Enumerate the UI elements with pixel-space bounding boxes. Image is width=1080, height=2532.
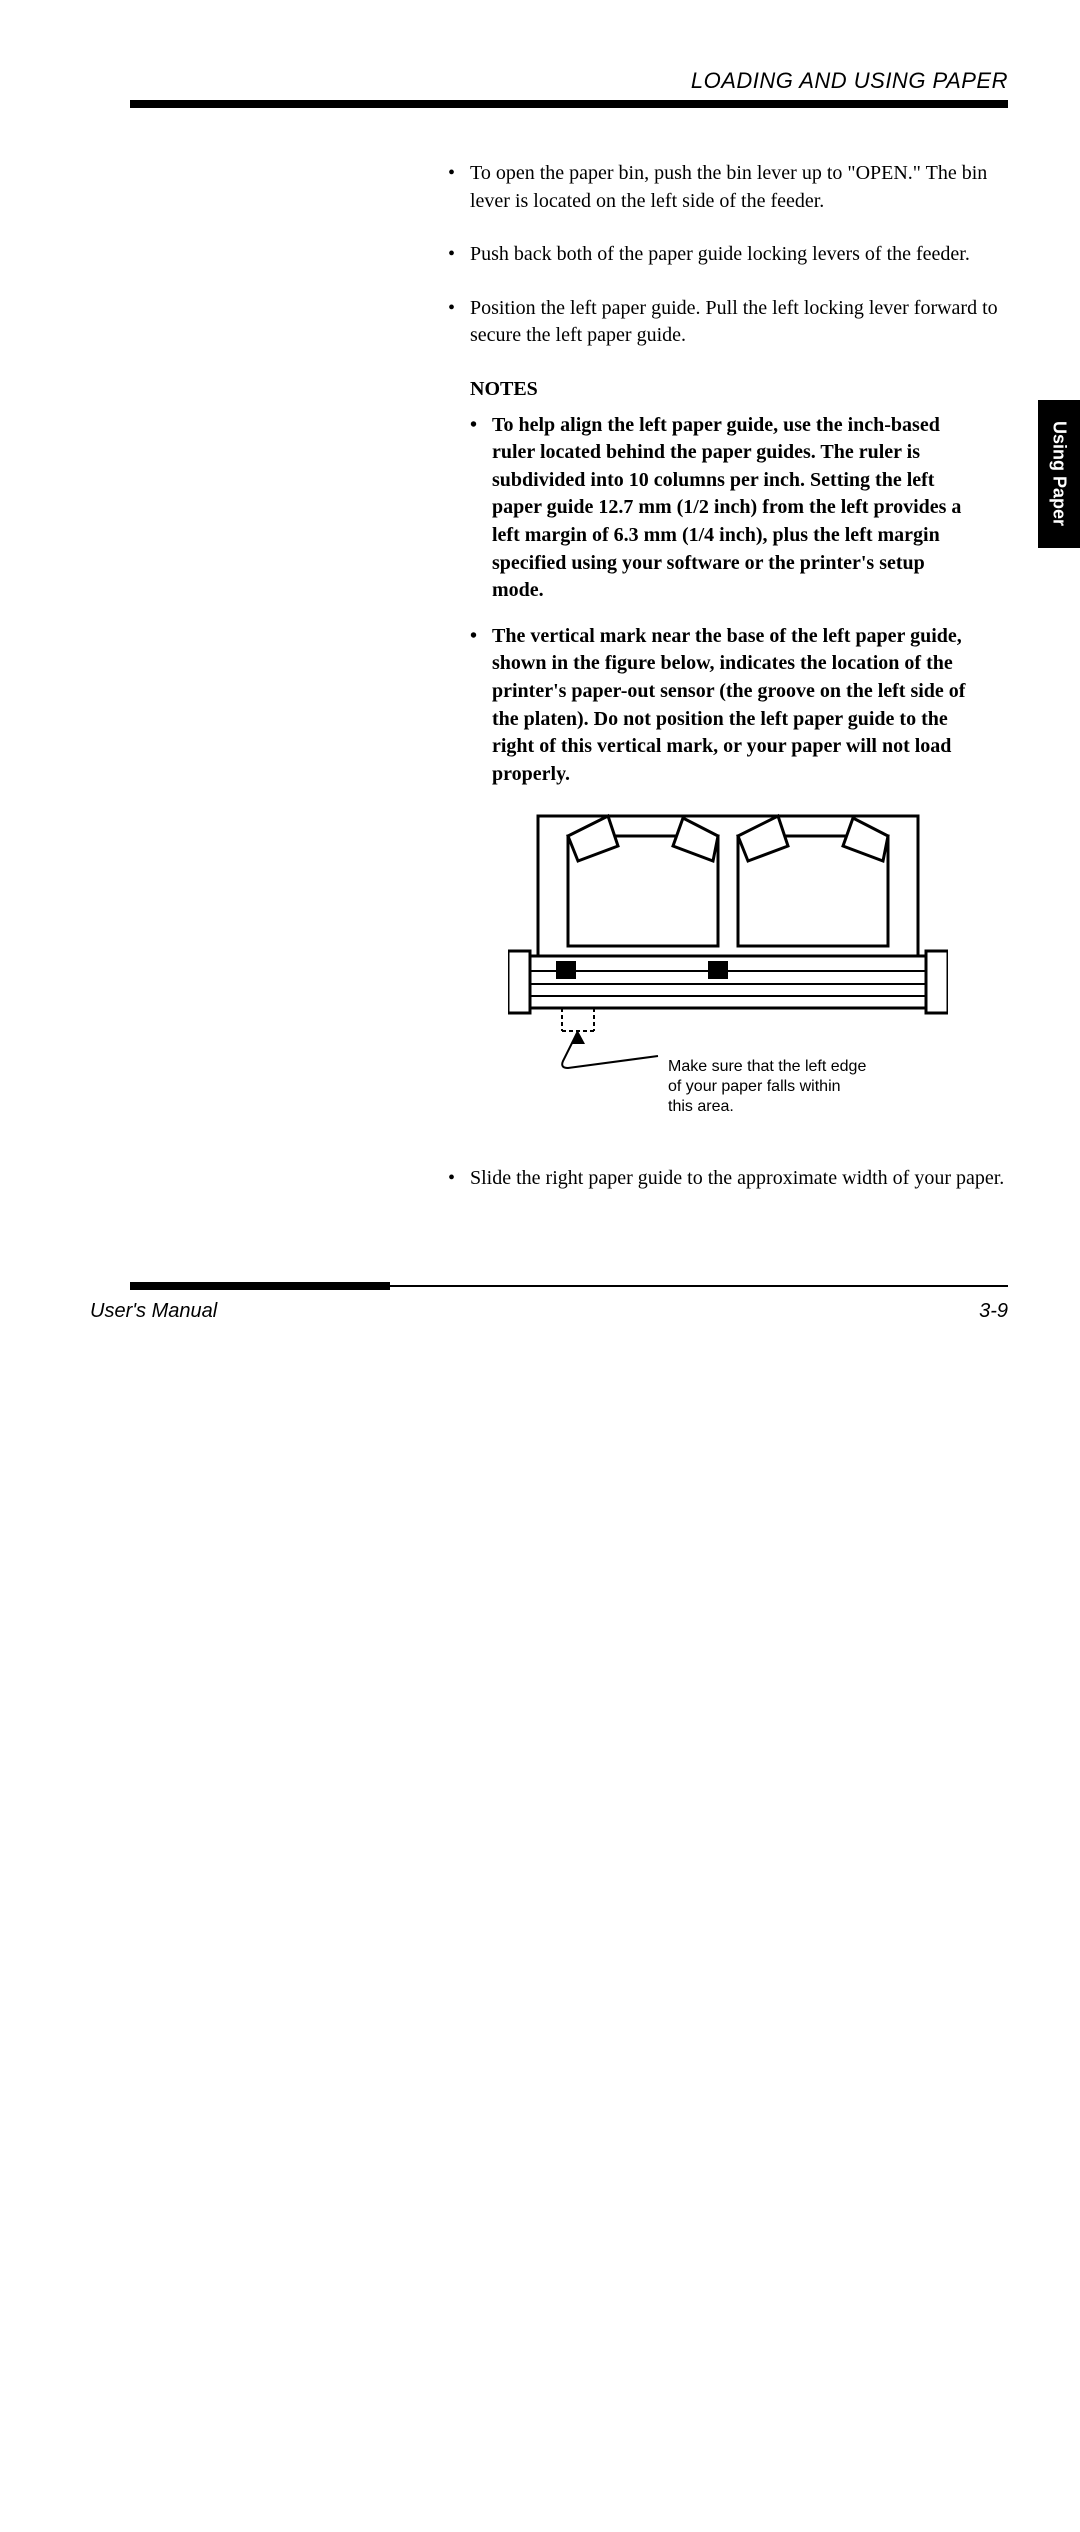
caption-line: this area. xyxy=(668,1097,908,1117)
bullet-dot-icon: • xyxy=(470,623,492,789)
bullet-dot-icon: • xyxy=(448,241,470,269)
header-rule xyxy=(130,100,1008,108)
page-header: LOADING AND USING PAPER xyxy=(130,68,1008,108)
footer-rule xyxy=(130,1285,1008,1287)
caption-line: of your paper falls within xyxy=(668,1077,908,1097)
bullet-item: • To open the paper bin, push the bin le… xyxy=(448,160,1008,215)
bullet-text: Slide the right paper guide to the appro… xyxy=(470,1165,1008,1193)
footer-right: 3-9 xyxy=(979,1300,1008,1323)
body-content: • To open the paper bin, push the bin le… xyxy=(448,160,1008,1218)
page-footer: User's Manual 3-9 xyxy=(90,1300,1008,1323)
bullet-dot-icon: • xyxy=(448,295,470,350)
bullet-text: Position the left paper guide. Pull the … xyxy=(470,295,1008,350)
printer-figure: Make sure that the left edge of your pap… xyxy=(508,806,1008,1175)
note-text: To help align the left paper guide, use … xyxy=(492,412,1008,605)
manual-page: LOADING AND USING PAPER Using Paper • To… xyxy=(0,0,1080,1380)
note-text: The vertical mark near the base of the l… xyxy=(492,623,1008,789)
bullet-dot-icon: • xyxy=(448,1165,470,1193)
bullet-text: To open the paper bin, push the bin leve… xyxy=(470,160,1008,215)
bullet-text: Push back both of the paper guide lockin… xyxy=(470,241,1008,269)
notes-heading: NOTES xyxy=(470,376,1008,404)
chapter-title: LOADING AND USING PAPER xyxy=(130,68,1008,94)
figure-caption: Make sure that the left edge of your pap… xyxy=(668,1057,908,1117)
caption-line: Make sure that the left edge xyxy=(668,1057,908,1077)
bullet-item: • Slide the right paper guide to the app… xyxy=(448,1165,1008,1193)
note-item: • The vertical mark near the base of the… xyxy=(470,623,1008,789)
footer-left: User's Manual xyxy=(90,1300,217,1323)
bullet-dot-icon: • xyxy=(448,160,470,215)
bullet-item: • Push back both of the paper guide lock… xyxy=(448,241,1008,269)
bullet-item: • Position the left paper guide. Pull th… xyxy=(448,295,1008,350)
side-tab: Using Paper xyxy=(1038,400,1080,548)
footer-rule-thick xyxy=(130,1282,390,1290)
bullet-dot-icon: • xyxy=(470,412,492,605)
note-item: • To help align the left paper guide, us… xyxy=(470,412,1008,605)
